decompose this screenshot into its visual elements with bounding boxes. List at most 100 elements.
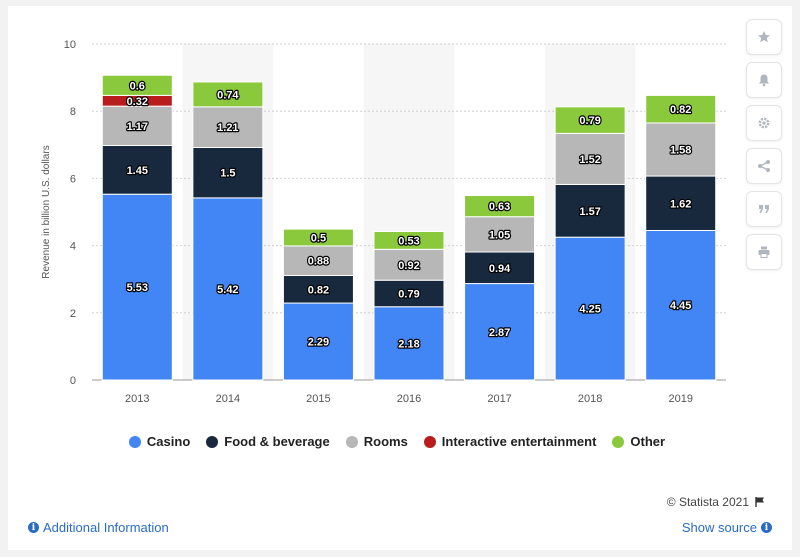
x-tick-label: 2018 — [578, 393, 602, 405]
data-label: 1.52 — [579, 154, 600, 166]
data-label: 0.82 — [670, 104, 691, 116]
share-icon — [758, 160, 770, 172]
bar-segment — [282, 302, 354, 381]
bar-segment — [464, 195, 536, 218]
legend-marker — [612, 435, 625, 448]
data-label: 4.45 — [670, 300, 691, 312]
favorite-button[interactable] — [746, 19, 782, 55]
x-tick-label: 2014 — [216, 393, 240, 405]
x-tick-label: 2015 — [306, 393, 330, 405]
bell-icon — [759, 74, 769, 87]
bar-segment — [282, 275, 354, 304]
bar-segment — [101, 144, 173, 195]
notification-button[interactable] — [746, 62, 782, 98]
x-tick-label: 2019 — [668, 393, 692, 405]
bar-segment — [373, 248, 445, 281]
data-label: 1.45 — [127, 165, 148, 177]
bar-chart: 0 2 4 6 8 10 Revenue in billion U.S. dollars 5.… — [41, 39, 726, 405]
x-tick-label: 2013 — [125, 393, 149, 405]
cite-button[interactable] — [746, 191, 782, 227]
bar-segment — [373, 306, 445, 381]
gear-icon — [758, 117, 770, 129]
credits-text: © Statista 2021 — [666, 495, 749, 509]
data-label: 2.29 — [308, 337, 329, 349]
bar-segment — [554, 183, 626, 238]
legend-label: Food & beverage — [224, 434, 330, 449]
data-label: 1.21 — [217, 122, 238, 134]
show-source-label: Show source — [681, 520, 757, 535]
quote-icon — [759, 205, 769, 213]
data-label: 1.5 — [220, 168, 235, 180]
data-label: 0.79 — [579, 115, 600, 127]
print-icon — [758, 246, 770, 258]
legend-label: Interactive entertainment — [441, 434, 597, 449]
legend-label: Rooms — [363, 434, 408, 449]
data-label: 0.53 — [398, 235, 419, 247]
bar-segment — [101, 193, 173, 381]
legend-label: Other — [630, 434, 666, 449]
legend-item[interactable]: Food & beverage — [206, 434, 330, 449]
x-tick-label: 2017 — [487, 393, 511, 405]
bar-segment — [554, 132, 626, 185]
statista-credits[interactable]: © Statista 2021 — [667, 495, 766, 509]
bar-segment — [645, 94, 717, 124]
legend-item[interactable]: Interactive entertainment — [423, 434, 597, 449]
bar-segment — [554, 236, 626, 381]
bar-segment — [282, 245, 354, 277]
data-label: 2.87 — [489, 327, 510, 339]
data-label: 0.74 — [217, 89, 239, 101]
y-tick-label: 6 — [70, 173, 76, 185]
legend-marker — [128, 435, 141, 448]
y-tick-label: 4 — [70, 241, 76, 253]
data-label: 2.18 — [398, 338, 419, 350]
info-icon: i — [761, 522, 772, 533]
bar-segment — [101, 105, 173, 146]
bar-segment — [464, 216, 536, 253]
data-label: 0.82 — [308, 284, 329, 296]
legend-marker — [206, 435, 219, 448]
legend-label: Casino — [146, 434, 191, 449]
star-icon — [758, 31, 770, 43]
additional-information-label: Additional Information — [43, 520, 169, 535]
data-label: 1.62 — [670, 198, 691, 210]
legend-item[interactable]: Other — [612, 434, 665, 449]
bar-segment — [373, 279, 445, 308]
additional-information-link[interactable]: i Additional Information — [28, 520, 169, 535]
chart-card: 0 2 4 6 8 10 Revenue in billion U.S. dollars 5.… — [8, 6, 792, 550]
bar-segment — [554, 106, 626, 134]
data-label: 0.63 — [489, 201, 510, 213]
data-label: 1.57 — [579, 206, 600, 218]
y-tick-label: 2 — [70, 308, 76, 320]
y-tick-label: 0 — [70, 375, 76, 387]
bar-segment — [373, 230, 445, 250]
show-source-link[interactable]: Show source i — [682, 520, 772, 535]
bar-segment — [464, 283, 536, 381]
bar-segment — [282, 228, 354, 247]
legend-item[interactable]: Rooms — [345, 434, 408, 449]
flag-icon — [755, 497, 764, 507]
settings-button[interactable] — [746, 105, 782, 141]
data-label: 0.79 — [398, 288, 419, 300]
legend-marker — [423, 435, 436, 448]
legend-item[interactable]: Casino — [128, 434, 191, 449]
data-label: 0.88 — [308, 256, 329, 268]
y-tick-label: 10 — [64, 39, 76, 51]
y-axis-title: Revenue in billion U.S. dollars — [41, 145, 52, 278]
print-button[interactable] — [746, 234, 782, 270]
share-button[interactable] — [746, 148, 782, 184]
bar-segment — [645, 122, 717, 177]
x-tick-label: 2016 — [397, 393, 421, 405]
data-label: 5.42 — [217, 284, 238, 296]
bar-segment — [101, 74, 173, 96]
chart-legend: Casino Food & beverage Rooms Interactive en… — [8, 434, 786, 449]
bar-segment — [464, 251, 536, 285]
data-label: 1.17 — [127, 121, 148, 133]
data-label: 0.92 — [398, 260, 419, 272]
data-label: 1.58 — [670, 145, 691, 157]
info-icon: i — [28, 522, 39, 533]
data-label: 0.94 — [489, 263, 511, 275]
y-tick-label: 8 — [70, 106, 76, 118]
data-label: 0.5 — [311, 233, 326, 245]
data-label: 4.25 — [579, 304, 600, 316]
data-label: 0.6 — [130, 80, 145, 92]
